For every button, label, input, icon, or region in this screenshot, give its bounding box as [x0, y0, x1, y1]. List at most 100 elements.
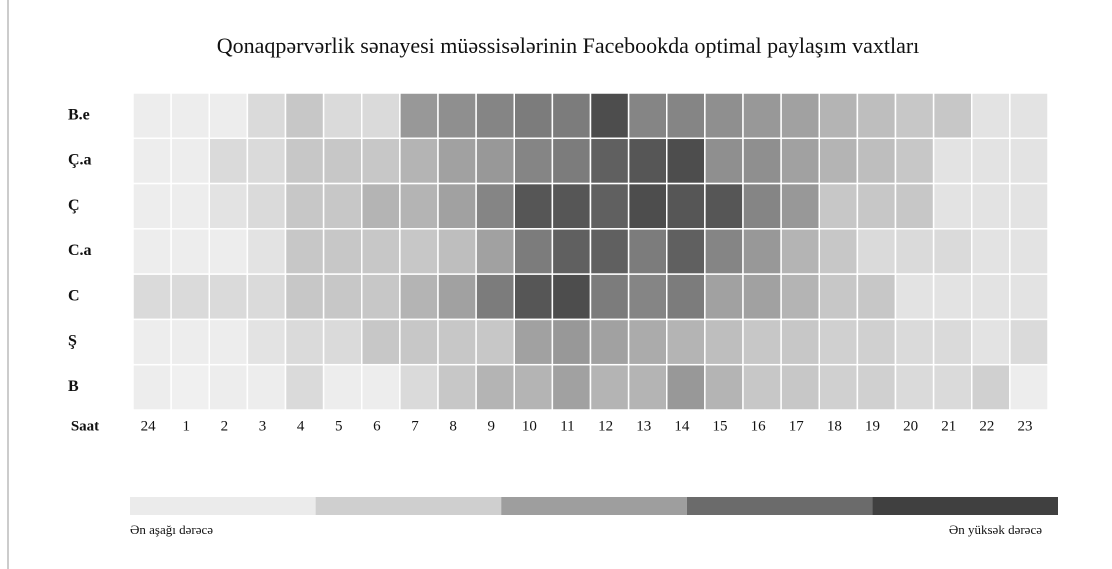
legend-swatch: [130, 497, 316, 515]
heat-cell: [818, 182, 859, 230]
x-tick-label: 14: [674, 418, 690, 434]
heat-cell: [132, 137, 172, 185]
heat-cell: [818, 363, 859, 411]
heat-cell: [627, 363, 668, 411]
heat-cell: [361, 228, 401, 275]
heat-cell: [666, 273, 706, 321]
heat-cell: [208, 318, 249, 366]
legend-low-label: Ən aşağı dərəcə: [130, 522, 213, 537]
heat-cell: [780, 92, 820, 140]
heat-cell: [361, 92, 401, 140]
x-tick-label: 18: [827, 418, 842, 434]
x-tick-label: 12: [598, 418, 613, 434]
heat-cell: [551, 228, 592, 275]
heat-cell: [170, 137, 210, 185]
heat-cell: [704, 363, 744, 411]
heat-cell: [132, 318, 172, 366]
x-tick-label: 13: [636, 418, 651, 434]
heat-cell: [818, 92, 859, 140]
heat-cell: [132, 228, 172, 275]
x-tick-label: 7: [411, 418, 419, 434]
heat-cell: [551, 182, 592, 230]
heat-cell: [780, 137, 820, 185]
heat-cell: [284, 137, 325, 185]
heat-cell: [322, 228, 363, 275]
heat-cell: [818, 228, 859, 275]
heat-cell: [704, 273, 744, 321]
heat-cell: [246, 363, 287, 411]
heat-cell: [856, 363, 897, 411]
heat-cell: [1009, 228, 1049, 275]
heat-cell: [971, 363, 1011, 411]
heat-cell: [818, 318, 859, 366]
heat-cell: [704, 92, 744, 140]
heat-cell: [437, 318, 477, 366]
y-tick-label: Ç: [68, 197, 80, 214]
heat-cell: [894, 318, 935, 366]
heat-cell: [170, 363, 210, 411]
heat-cell: [170, 273, 210, 321]
heat-cell: [361, 363, 401, 411]
heat-cell: [856, 228, 897, 275]
heat-cell: [208, 92, 249, 140]
heat-cell: [742, 182, 782, 230]
y-tick-label: C: [68, 287, 80, 304]
heat-cell: [589, 273, 630, 321]
heat-cell: [322, 92, 363, 140]
x-tick-label: 20: [903, 418, 918, 434]
heat-cell: [1009, 92, 1049, 140]
heat-cell: [399, 318, 439, 366]
heat-cell: [894, 137, 935, 185]
heat-cell: [170, 92, 210, 140]
x-tick-label: 16: [751, 418, 767, 434]
heat-cell: [551, 273, 592, 321]
heat-cell: [971, 92, 1011, 140]
heat-cell: [399, 92, 439, 140]
heat-cell: [971, 182, 1011, 230]
y-tick-label: Ç.a: [68, 152, 92, 169]
heat-cell: [780, 228, 820, 275]
x-tick-label: 15: [712, 418, 727, 434]
x-tick-label: 19: [865, 418, 880, 434]
heat-cell: [322, 182, 363, 230]
heat-cell: [170, 182, 210, 230]
heat-cell: [742, 92, 782, 140]
heat-cell: [208, 137, 249, 185]
heat-cell: [780, 363, 820, 411]
heat-cell: [208, 273, 249, 321]
heat-cell: [475, 363, 515, 411]
heat-cell: [932, 92, 973, 140]
x-tick-label: 17: [789, 418, 805, 434]
heat-cell: [513, 182, 554, 230]
heat-cell: [627, 318, 668, 366]
heat-cell: [399, 182, 439, 230]
heat-cell: [551, 92, 592, 140]
heat-cell: [589, 92, 630, 140]
heat-cell: [932, 182, 973, 230]
heat-cell: [589, 363, 630, 411]
heat-cell: [932, 137, 973, 185]
heat-cell: [322, 137, 363, 185]
heat-cell: [704, 228, 744, 275]
heat-cell: [894, 273, 935, 321]
heat-cell: [971, 228, 1011, 275]
heat-cell: [1009, 318, 1049, 366]
heat-cell: [627, 92, 668, 140]
heat-cell: [932, 318, 973, 366]
heat-cell: [246, 137, 287, 185]
heat-cell: [1009, 273, 1049, 321]
x-tick-label: 5: [335, 418, 343, 434]
heat-cell: [666, 182, 706, 230]
x-tick-label: 8: [449, 418, 457, 434]
heat-cell: [513, 228, 554, 275]
heat-cell: [399, 137, 439, 185]
heat-cell: [704, 182, 744, 230]
heat-cell: [361, 318, 401, 366]
x-tick-label: 23: [1017, 418, 1032, 434]
heat-cell: [856, 182, 897, 230]
heat-cell: [513, 318, 554, 366]
heat-cell: [208, 363, 249, 411]
heat-cell: [246, 182, 287, 230]
heat-cell: [780, 182, 820, 230]
heat-cell: [322, 273, 363, 321]
